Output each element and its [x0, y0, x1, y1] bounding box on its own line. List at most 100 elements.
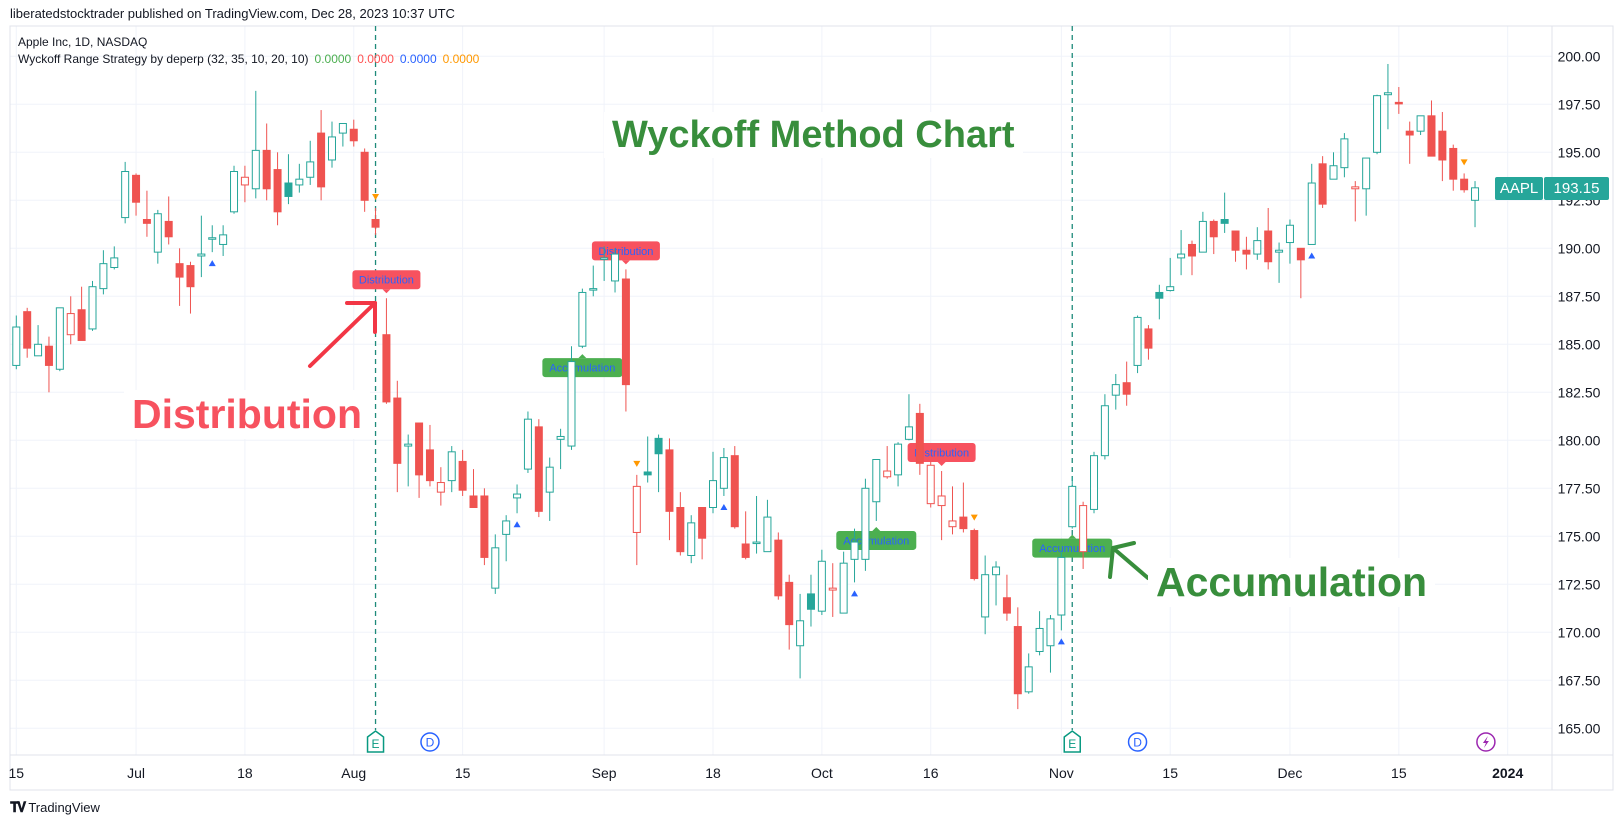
dividend-marker[interactable]: D [420, 732, 440, 752]
time-axis[interactable]: 15 Jul 18 Aug 15 Sep 18 Oct 16 Nov 15 Dec 15 2024 [9, 765, 1524, 781]
earnings-marker[interactable]: E [366, 730, 385, 753]
candle-body [327, 136, 336, 161]
time-tick-label: Jul [127, 765, 145, 781]
indicator-value-2: 0.0000 [357, 52, 394, 66]
price-tick-label: 172.50 [1558, 576, 1601, 592]
candle [1068, 476, 1077, 529]
candle-body [142, 219, 151, 224]
candle [1329, 152, 1338, 180]
candle [349, 119, 358, 147]
candle [1373, 94, 1382, 155]
dividend-marker[interactable]: D [1127, 732, 1148, 752]
tradingview-logo-text: TradingView [28, 800, 100, 815]
buy-signal-triangle-icon [208, 260, 216, 267]
candle-body [1296, 247, 1305, 261]
candle [175, 248, 184, 306]
candle-body [1111, 384, 1120, 396]
candle [1471, 181, 1480, 228]
price-axis[interactable]: 200.00197.50195.00192.50190.00187.50185.… [1558, 48, 1601, 736]
candle [567, 346, 576, 450]
earnings-marker[interactable]: E [1063, 730, 1081, 753]
candle-body [632, 485, 641, 533]
candle-body [77, 309, 86, 341]
chart-legend: Apple Inc, 1D, NASDAQ Wyckoff Range Stra… [18, 34, 485, 68]
signal-label-text: Distribution [914, 448, 969, 460]
sell-signal-triangle-icon [372, 193, 380, 200]
candle-body [861, 487, 870, 560]
price-tick-label: 165.00 [1558, 720, 1601, 736]
candle-body [132, 174, 141, 203]
candle-body [1373, 95, 1382, 153]
dividend-circle-icon [420, 732, 440, 752]
time-tick-label: 2024 [1492, 765, 1523, 781]
candle [1351, 181, 1360, 222]
candle-body [186, 265, 195, 288]
candle-body [44, 345, 53, 366]
candle [251, 90, 260, 199]
candle [1460, 173, 1469, 193]
candle [1296, 247, 1305, 299]
time-tick-label: Nov [1049, 765, 1074, 781]
candle-body [785, 581, 794, 626]
candle-body [382, 334, 391, 403]
indicator-legend[interactable]: Wyckoff Range Strategy by deperp (32, 35… [18, 51, 485, 68]
candle-body [1231, 230, 1240, 251]
price-tick-label: 175.00 [1558, 528, 1601, 544]
candle-body [284, 182, 293, 197]
event-marker[interactable] [1476, 732, 1496, 752]
candle-body [709, 480, 718, 508]
candle-body [1155, 291, 1164, 299]
signal-label-text: Distribution [359, 275, 414, 287]
candle [306, 140, 315, 185]
candle-body [1024, 666, 1033, 693]
candle-body [981, 574, 990, 618]
candle-body [513, 493, 522, 499]
candle-body [1383, 92, 1392, 96]
candle-body [698, 507, 707, 539]
candle-body [415, 422, 424, 476]
candle [284, 154, 293, 205]
candle [393, 380, 402, 493]
candle [839, 551, 848, 614]
candle [872, 459, 881, 521]
candle-body [1394, 101, 1403, 105]
candle-body [1220, 219, 1229, 224]
distribution-annotation: Distribution [124, 390, 371, 439]
candle [741, 511, 750, 560]
price-tick-label: 170.00 [1558, 624, 1601, 640]
candle [1209, 219, 1218, 255]
signal-label-pointer [621, 260, 630, 265]
time-tick-label: 16 [923, 765, 939, 781]
candle [817, 549, 826, 616]
candle-body [719, 457, 728, 489]
candle [632, 474, 641, 566]
signal-label-pointer [382, 289, 391, 294]
candle [534, 419, 543, 518]
accumulation-signal-label: Accumulation [542, 354, 623, 378]
sell-signal-triangle-icon [633, 460, 641, 467]
candle-body [1209, 220, 1218, 238]
candle [77, 286, 86, 341]
tradingview-footer[interactable]: 𝐓𝐕 TradingView [10, 799, 100, 816]
candle [273, 152, 282, 226]
candle-body [295, 178, 304, 186]
candle-body [1166, 286, 1175, 292]
candle [523, 411, 532, 473]
candle [491, 534, 500, 594]
candle [458, 449, 467, 496]
price-badge-symbol: AAPL [1495, 177, 1543, 200]
signal-label-text: Accumulation [843, 535, 909, 547]
candle [1253, 227, 1262, 260]
candle-body [317, 132, 326, 188]
signal-label-pointer [937, 462, 946, 467]
candle [1198, 211, 1207, 253]
symbol-legend[interactable]: Apple Inc, 1D, NASDAQ [18, 35, 148, 49]
candle [132, 173, 141, 216]
price-tick-label: 180.00 [1558, 432, 1601, 448]
price-tick-label: 197.50 [1558, 96, 1601, 112]
candle-body [1035, 627, 1044, 653]
candle [698, 507, 707, 560]
earnings-letter: E [372, 737, 380, 751]
candle [730, 446, 739, 529]
